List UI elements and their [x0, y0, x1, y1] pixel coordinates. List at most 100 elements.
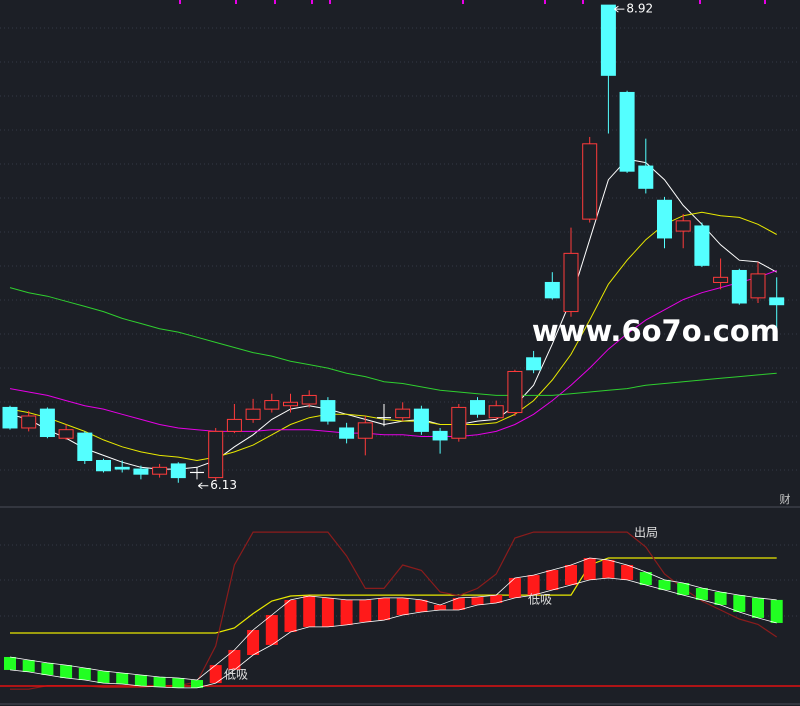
- candle-body: [470, 400, 485, 415]
- candle-body: [320, 400, 336, 422]
- top-marker: [462, 0, 464, 4]
- min-label: 6.13: [210, 478, 237, 492]
- indicator-bar: [97, 671, 110, 684]
- indicator-bar: [752, 597, 764, 618]
- corner-text: 财: [780, 492, 791, 506]
- indicator-bar: [378, 597, 390, 621]
- indicator-bar: [658, 579, 671, 591]
- arrow: [614, 5, 625, 13]
- indicator-bar: [359, 599, 372, 623]
- top-marker: [274, 0, 276, 4]
- candle-body: [152, 466, 168, 475]
- candle-body: [2, 406, 18, 429]
- candle-body: [21, 415, 37, 429]
- candle-body: [731, 269, 747, 304]
- candle-body: [96, 459, 111, 472]
- watermark: www.6o7o.com: [532, 314, 780, 348]
- indicator-bar: [677, 583, 690, 596]
- candle-body: [600, 4, 616, 76]
- indicator-bar: [209, 665, 222, 684]
- indicator-bar: [639, 572, 652, 585]
- top-marker: [764, 0, 766, 4]
- indicator-bar: [116, 673, 129, 684]
- indicator-bar: [471, 597, 484, 605]
- top-marker: [179, 0, 181, 4]
- max-label: 8.92: [626, 2, 653, 16]
- candle-body: [133, 468, 149, 475]
- indicator-bar: [172, 678, 185, 688]
- indicator-bar: [695, 588, 708, 600]
- candle-body: [77, 432, 93, 461]
- candle-body: [339, 427, 355, 439]
- indicator-bar: [303, 595, 316, 627]
- candle-body: [264, 400, 280, 410]
- candle-body: [283, 401, 298, 407]
- candle-body: [488, 405, 504, 419]
- candle-body: [582, 143, 598, 220]
- arrow: [198, 482, 209, 490]
- indicator-bar: [452, 597, 465, 610]
- indicator-bar: [321, 597, 334, 627]
- indicator-bar: [546, 570, 559, 591]
- candle-body: [432, 430, 448, 441]
- annotation: 低吸: [224, 668, 248, 682]
- indicator-bar: [4, 656, 16, 670]
- candle-body: [114, 466, 130, 470]
- annotation: 出局: [634, 526, 658, 540]
- top-marker: [235, 0, 237, 4]
- indicator-bar: [60, 665, 73, 679]
- candle-body: [694, 225, 710, 266]
- ma-line: [9, 211, 777, 462]
- indicator-bar: [396, 597, 409, 616]
- candle-body: [657, 199, 672, 239]
- candle-body: [619, 91, 635, 172]
- indicator-bar: [284, 599, 297, 632]
- indicator-bar: [228, 649, 241, 670]
- candle-body: [245, 408, 261, 420]
- candle-body: [226, 418, 242, 432]
- candle-body: [526, 357, 542, 371]
- ma-line: [9, 270, 777, 437]
- candle-body: [563, 252, 579, 313]
- indicator-line: [10, 531, 778, 690]
- candle-body: [451, 406, 467, 439]
- indicator-bar: [508, 577, 521, 598]
- indicator-bar: [247, 629, 260, 655]
- indicator-bar: [714, 592, 727, 605]
- candle-body: [544, 281, 560, 299]
- indicator-bar: [602, 559, 615, 578]
- indicator-bar: [434, 604, 447, 610]
- candle-body: [713, 276, 729, 283]
- candle-body: [39, 408, 55, 438]
- indicator-bar: [621, 565, 634, 580]
- top-marker: [544, 0, 546, 4]
- candle-body: [395, 408, 411, 419]
- indicator-bar: [41, 662, 54, 675]
- candle-body: [208, 430, 224, 479]
- indicator-bar: [191, 680, 203, 688]
- candle-body: [357, 422, 373, 439]
- candle-body: [769, 297, 785, 306]
- candle-body: [413, 408, 429, 432]
- indicator-bar: [770, 599, 783, 623]
- indicator-edge: [9, 577, 777, 689]
- candle-body: [638, 165, 654, 189]
- candle-body: [301, 394, 317, 405]
- indicator-bar: [153, 676, 166, 688]
- indicator-bar: [490, 595, 503, 603]
- candle-body: [750, 273, 766, 299]
- indicator-bar: [565, 565, 577, 585]
- indicator-line: [10, 557, 777, 634]
- indicator-edge: [9, 557, 777, 681]
- ma-line: [9, 287, 777, 396]
- candle-body: [675, 220, 691, 232]
- indicator-bar: [415, 599, 428, 612]
- indicator-bar: [583, 557, 596, 580]
- top-marker: [582, 0, 584, 4]
- indicator-bar: [733, 595, 746, 612]
- candle-body: [170, 463, 186, 479]
- indicator-bar: [78, 667, 91, 681]
